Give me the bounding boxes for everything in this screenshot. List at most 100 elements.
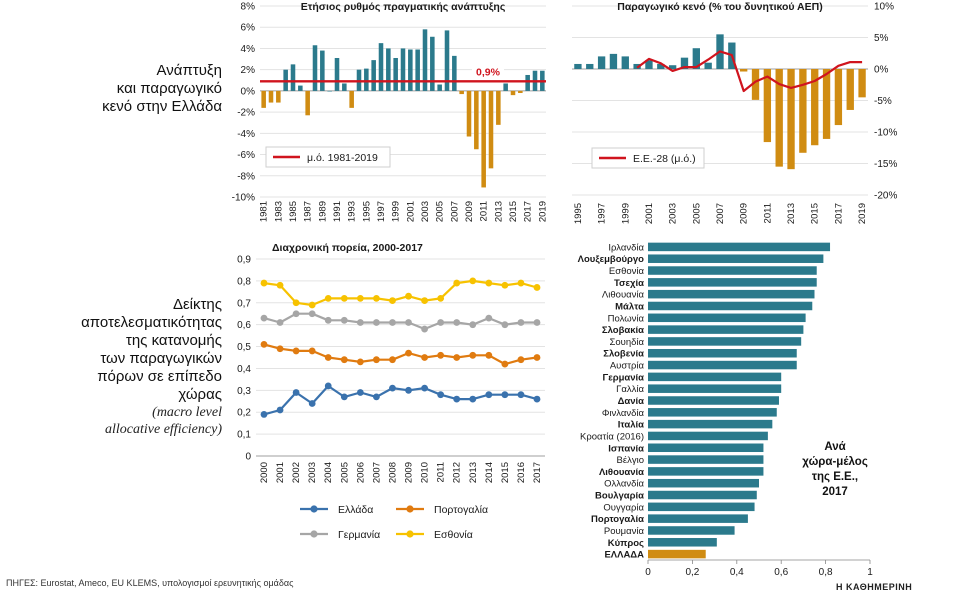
eff-legend-label: Πορτογαλία: [434, 504, 488, 516]
gap-bar: [704, 62, 712, 69]
gap-y-tick: 0%: [874, 65, 889, 76]
growth-mean-label-bg: [472, 64, 504, 78]
gap-bar: [751, 69, 760, 100]
eff-legend-label: Εσθονία: [434, 529, 473, 541]
growth-x-tick: 2015: [508, 201, 519, 222]
eu-country-label: Κροατία (2016): [580, 431, 644, 442]
gap-legend-box: [591, 147, 705, 169]
eff-series-point: [453, 354, 461, 361]
growth-x-tick: 2013: [493, 201, 504, 222]
gap-x-tick: 2005: [691, 203, 702, 224]
eff-series-point: [373, 393, 380, 401]
growth-x-tick: 1989: [317, 201, 328, 222]
growth-bar: [430, 36, 435, 91]
eff-series-point: [501, 281, 509, 289]
eff-series-point: [469, 277, 477, 285]
eff-series-point: [389, 297, 396, 304]
eff-series-point: [260, 411, 268, 418]
eff-series-point: [276, 406, 284, 414]
gap-y-tick: 10%: [874, 2, 894, 13]
growth-bar: [378, 43, 384, 91]
eff-series-point: [356, 319, 364, 326]
source-note: ΠΗΓΕΣ: Eurostat, Ameco, EU KLEMS, υπολογ…: [6, 578, 294, 588]
growth-bar: [496, 90, 501, 125]
eff-series-point: [517, 319, 525, 326]
eu-x-tick: 1: [867, 567, 873, 578]
eu-country-label: Γερμανία: [602, 372, 644, 383]
eff-series-point: [340, 393, 348, 401]
growth-bar: [422, 29, 428, 91]
eff-series-point: [485, 351, 493, 359]
eff-x-tick: 2013: [468, 462, 479, 483]
eff-x-tick: 2010: [420, 462, 431, 483]
eff-legend-marker: [406, 505, 414, 513]
eff-x-tick: 2007: [371, 462, 382, 483]
eu-country-bar: [648, 431, 768, 441]
growth-x-tick: 2011: [479, 201, 490, 221]
eff-series-point: [437, 295, 445, 302]
eu-country-label: Φινλανδία: [602, 408, 645, 419]
growth-bar: [437, 84, 442, 91]
eff-x-tick: 2004: [323, 462, 334, 483]
growth-legend-box: [265, 146, 391, 168]
eff-x-tick: 2003: [307, 462, 318, 483]
eff-series-point: [340, 356, 348, 364]
eu-country-label: Πολωνία: [608, 313, 645, 324]
growth-y-tick: -8%: [237, 171, 255, 182]
eff-chart-title: Διαχρονική πορεία, 2000-2017: [272, 242, 423, 254]
gap-y-tick: 5%: [874, 33, 889, 44]
growth-x-tick: 2017: [523, 201, 534, 222]
eu-chart-note: Ανά χώρα-μέλος της Ε.Ε., 2017: [802, 441, 868, 498]
eu-country-label: Βέλγιο: [617, 455, 644, 466]
eu-country-bar: [648, 289, 815, 299]
gap-x-tick: 2009: [739, 203, 750, 224]
eu-country-bar: [648, 408, 777, 417]
eff-series-point: [469, 321, 477, 329]
growth-bar: [268, 90, 274, 103]
growth-bar: [349, 90, 354, 108]
growth-bar: [408, 49, 413, 91]
growth-x-tick: 1993: [347, 201, 358, 222]
eff-series-point: [501, 360, 509, 368]
growth-bar: [305, 90, 310, 116]
eu-country-label: Ουγγαρία: [603, 502, 644, 513]
eu-x-tick: 0,8: [819, 567, 833, 578]
eff-series-point: [308, 310, 316, 318]
eu-country-bar: [648, 360, 797, 370]
eff-series-point: [324, 354, 332, 361]
eff-series-point: [373, 295, 380, 302]
eff-series-point: [453, 395, 461, 403]
eff-x-tick: 2015: [500, 462, 511, 483]
growth-bar: [525, 74, 530, 91]
eff-series-point: [292, 389, 300, 396]
eu-country-bar: [648, 372, 782, 382]
eu-country-bar: [648, 455, 764, 464]
eu-country-label: Σλοβακία: [602, 325, 644, 336]
eff-series-point: [389, 319, 396, 326]
eff-series-point: [340, 316, 348, 324]
gap-bar: [799, 69, 807, 153]
eff-series-point: [276, 281, 284, 289]
eu-country-label: Γαλλία: [616, 384, 644, 395]
gap-y-tick: -20%: [874, 191, 897, 202]
gap-bar: [775, 69, 783, 167]
growth-x-tick: 1997: [376, 201, 387, 222]
growth-bar: [342, 83, 347, 91]
eff-x-tick: 2005: [339, 462, 350, 483]
growth-x-tick: 1981: [259, 201, 270, 222]
eff-series-point: [533, 395, 541, 403]
growth-bar: [298, 85, 303, 91]
growth-x-tick: 1999: [391, 201, 402, 222]
eff-series-point: [292, 347, 300, 355]
eu-country-bar: [648, 514, 748, 523]
gap-bar: [657, 63, 665, 69]
eff-series-point: [324, 295, 332, 302]
eff-series-point: [485, 279, 493, 287]
eff-series-line: [263, 343, 538, 366]
section-title-growth: Ανάπτυξη και παραγωγικό κενό στην Ελλάδα: [102, 62, 222, 115]
eu-country-label: ΕΛΛΑΔΑ: [604, 550, 644, 561]
eff-series-point: [517, 391, 525, 399]
eff-series-point: [356, 295, 364, 302]
growth-y-tick: 2%: [241, 65, 256, 76]
